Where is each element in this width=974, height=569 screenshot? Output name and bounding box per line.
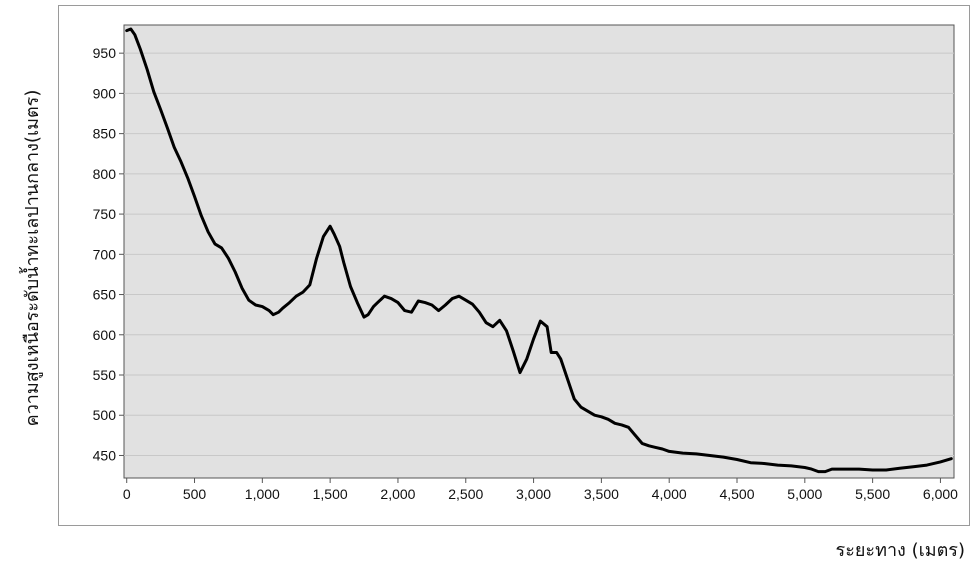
y-tick-label: 700 [93, 246, 117, 262]
y-axis-ticks: 450 500 550 600 650 700 750 800 850 900 950 [93, 45, 124, 463]
x-tick-label: 0 [123, 486, 131, 502]
y-axis-label: ความสูงเหนือระดับน้ำทะเลปานกลาง(เมตร) [19, 90, 43, 427]
x-tick-label: 3,000 [516, 486, 551, 502]
x-tick-label: 5,500 [855, 486, 890, 502]
y-tick-label: 800 [93, 166, 117, 182]
y-tick-label: 500 [93, 407, 117, 423]
y-tick-label: 850 [93, 126, 117, 142]
x-tick-label: 2,500 [448, 486, 483, 502]
x-tick-label: 4,500 [719, 486, 754, 502]
plot-layer [123, 24, 955, 479]
elevation-profile-line [125, 27, 953, 474]
x-tick-label: 1,000 [245, 486, 280, 502]
y-tick-label: 900 [93, 85, 117, 101]
x-axis-label: ระยะทาง (เมตร) [836, 540, 965, 561]
y-tick-label: 750 [93, 206, 117, 222]
x-tick-label: 4,000 [652, 486, 687, 502]
x-tick-label: 1,500 [313, 486, 348, 502]
y-tick-label: 600 [93, 327, 117, 343]
x-tick-label: 3,500 [584, 486, 619, 502]
y-tick-label: 450 [93, 447, 117, 463]
x-axis-ticks: 0 500 1,000 1,500 2,000 2,500 3,000 3,500 4,000 4… [123, 478, 958, 502]
y-tick-label: 550 [93, 367, 117, 383]
x-tick-label: 500 [183, 486, 207, 502]
y-tick-label: 650 [93, 287, 117, 303]
plot-area [123, 24, 955, 479]
x-tick-label: 2,000 [380, 486, 415, 502]
y-tick-label: 950 [93, 45, 117, 61]
x-tick-label: 6,000 [923, 486, 958, 502]
x-tick-label: 5,000 [787, 486, 822, 502]
